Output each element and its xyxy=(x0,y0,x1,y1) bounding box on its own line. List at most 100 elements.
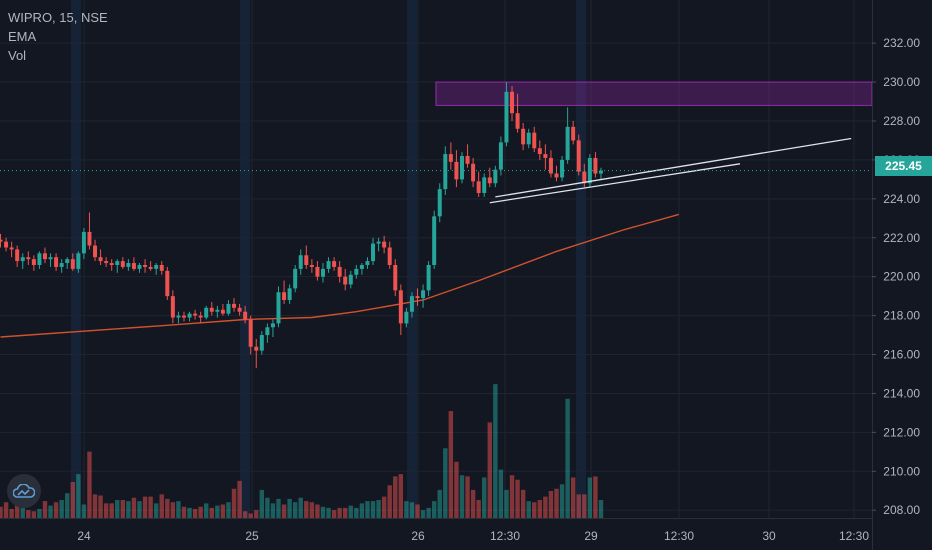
candle-body-47 xyxy=(259,335,264,351)
candle-body-72 xyxy=(398,290,403,324)
candle-body-45 xyxy=(248,319,253,347)
volume-bar-56 xyxy=(309,502,315,518)
candle-body-81 xyxy=(448,154,453,162)
volume-indicator-label[interactable]: Vol xyxy=(8,48,27,63)
candle-body-80 xyxy=(443,154,448,190)
candle-body-16 xyxy=(87,231,92,246)
candle-body-35 xyxy=(193,313,198,316)
volume-bar-64 xyxy=(354,507,359,518)
volume-bar-76 xyxy=(420,510,426,518)
candle-body-107 xyxy=(593,157,598,174)
volume-bar-100 xyxy=(554,488,559,518)
candle-body-26 xyxy=(143,265,148,267)
volume-bar-9 xyxy=(48,505,53,518)
volume-bar-97 xyxy=(537,500,543,518)
candle-body-104 xyxy=(576,140,581,172)
candle-body-53 xyxy=(293,268,298,289)
candle-body-27 xyxy=(148,266,153,269)
candle-body-76 xyxy=(421,290,426,299)
candle-body-36 xyxy=(198,315,203,318)
candle-body-69 xyxy=(382,241,387,248)
candle-body-18 xyxy=(98,257,103,262)
candle-body-17 xyxy=(93,245,98,258)
ema-indicator-label[interactable]: EMA xyxy=(8,29,37,44)
chart-legend: WIPRO, 15, NSE EMA Vol xyxy=(8,8,108,65)
candle-body-103 xyxy=(571,126,576,141)
time-axis-bg xyxy=(0,518,872,550)
x-tick-label-6: 30 xyxy=(762,529,776,543)
volume-bar-25 xyxy=(137,501,142,518)
volume-bar-87 xyxy=(482,477,487,518)
volume-bars xyxy=(0,384,604,518)
volume-bar-103 xyxy=(570,477,576,518)
volume-bar-91 xyxy=(504,489,509,518)
candle-body-74 xyxy=(409,296,414,312)
volume-bar-93 xyxy=(515,479,520,518)
volume-bar-19 xyxy=(103,503,109,518)
volume-bar-84 xyxy=(465,476,470,518)
candle-body-60 xyxy=(332,261,337,267)
volume-bar-69 xyxy=(381,496,387,518)
candle-body-77 xyxy=(426,265,431,291)
candle-body-52 xyxy=(287,288,292,301)
volume-bar-65 xyxy=(359,503,365,518)
candle-body-51 xyxy=(282,292,287,301)
volume-bar-21 xyxy=(115,500,120,518)
candle-body-41 xyxy=(226,303,231,314)
candle-body-66 xyxy=(365,261,370,265)
candle-body-2 xyxy=(9,247,14,250)
volume-bar-77 xyxy=(426,507,431,518)
candle-body-43 xyxy=(237,307,242,312)
candle-body-85 xyxy=(471,163,476,182)
tradingview-cloud-icon[interactable] xyxy=(7,474,41,508)
current-price-label: 225.45 xyxy=(875,156,932,176)
x-tick-label-0: 24 xyxy=(77,529,91,543)
candle-body-29 xyxy=(159,265,164,271)
volume-bar-33 xyxy=(181,506,187,518)
volume-bar-30 xyxy=(165,498,170,518)
volume-bar-45 xyxy=(248,513,253,518)
volume-bar-39 xyxy=(215,505,220,518)
candle-body-100 xyxy=(554,173,559,178)
volume-bar-49 xyxy=(270,503,276,518)
candle-body-48 xyxy=(265,327,270,336)
candle-body-31 xyxy=(170,296,175,318)
candle-body-57 xyxy=(315,266,320,277)
volume-bar-90 xyxy=(498,469,504,518)
volume-bar-1 xyxy=(3,502,9,518)
resistance-zone[interactable] xyxy=(435,81,873,106)
candle-body-40 xyxy=(220,309,225,314)
trendlines[interactable] xyxy=(489,137,852,204)
candle-body-70 xyxy=(387,247,392,265)
candle-body-58 xyxy=(320,268,325,277)
candle-body-23 xyxy=(126,263,131,267)
volume-bar-60 xyxy=(331,510,337,518)
candle-body-21 xyxy=(115,261,120,265)
volume-bar-107 xyxy=(593,476,598,518)
volume-bar-70 xyxy=(387,485,392,518)
volume-bar-52 xyxy=(287,498,292,518)
candle-body-15 xyxy=(81,231,86,254)
candle-body-73 xyxy=(404,311,409,324)
candle-body-37 xyxy=(204,307,209,318)
volume-bar-61 xyxy=(337,507,342,518)
candle-body-0 xyxy=(0,239,3,242)
volume-bar-102 xyxy=(565,398,570,518)
candle-body-34 xyxy=(187,313,192,318)
volume-bar-11 xyxy=(59,500,64,518)
volume-bar-43 xyxy=(237,480,242,518)
candle-body-28 xyxy=(154,265,159,269)
symbol-title[interactable]: WIPRO, 15, NSE xyxy=(8,10,108,25)
candle-body-8 xyxy=(42,253,47,260)
x-tick-label-4: 29 xyxy=(584,529,598,543)
x-tick-label-1: 25 xyxy=(245,529,259,543)
volume-bar-26 xyxy=(142,496,148,518)
candle-body-99 xyxy=(548,157,553,174)
volume-bar-34 xyxy=(187,507,192,518)
volume-bar-6 xyxy=(31,511,37,518)
y-tick-label-12: 232.00 xyxy=(883,36,920,50)
candle-body-11 xyxy=(59,263,64,267)
